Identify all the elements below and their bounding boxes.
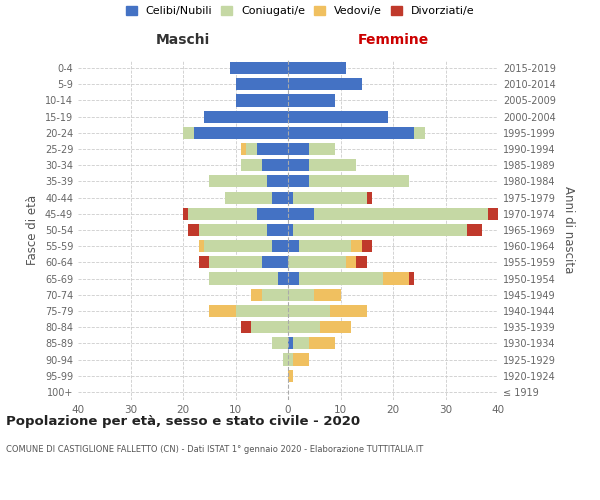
Bar <box>299 240 351 252</box>
Bar <box>409 272 414 284</box>
Y-axis label: Fasce di età: Fasce di età <box>26 195 39 265</box>
Bar <box>309 176 409 188</box>
Bar <box>241 321 251 333</box>
Bar <box>241 143 246 155</box>
Bar <box>257 208 288 220</box>
Bar <box>288 176 309 188</box>
Bar <box>204 110 288 122</box>
Bar <box>314 288 341 301</box>
Bar <box>288 143 309 155</box>
Bar <box>246 143 257 155</box>
Bar <box>309 338 335 349</box>
Text: Maschi: Maschi <box>156 34 210 48</box>
Bar <box>209 256 262 268</box>
Bar <box>356 256 367 268</box>
Bar <box>235 305 288 317</box>
Bar <box>467 224 482 236</box>
Bar <box>199 224 267 236</box>
Bar <box>293 338 309 349</box>
Bar <box>288 354 293 366</box>
Bar <box>288 110 388 122</box>
Bar <box>267 224 288 236</box>
Bar <box>288 127 414 139</box>
Bar <box>209 305 235 317</box>
Bar <box>299 272 383 284</box>
Bar <box>272 192 288 203</box>
Bar <box>251 321 288 333</box>
Bar <box>288 321 320 333</box>
Bar <box>288 272 299 284</box>
Bar <box>288 94 335 106</box>
Bar <box>199 256 209 268</box>
Bar <box>262 159 288 172</box>
Bar <box>330 305 367 317</box>
Bar <box>293 224 467 236</box>
Bar <box>293 192 367 203</box>
Bar <box>262 288 288 301</box>
Bar <box>309 143 335 155</box>
Bar <box>199 240 204 252</box>
Bar <box>241 159 262 172</box>
Bar <box>314 208 487 220</box>
Bar <box>235 78 288 90</box>
Bar <box>346 256 356 268</box>
Bar <box>288 338 293 349</box>
Bar <box>251 288 262 301</box>
Bar <box>277 272 288 284</box>
Bar <box>487 208 498 220</box>
Bar <box>225 192 272 203</box>
Bar <box>272 240 288 252</box>
Text: Femmine: Femmine <box>358 34 428 48</box>
Bar <box>309 159 356 172</box>
Bar <box>288 370 293 382</box>
Bar <box>262 256 288 268</box>
Bar <box>320 321 351 333</box>
Bar <box>267 176 288 188</box>
Bar <box>288 159 309 172</box>
Bar <box>188 208 257 220</box>
Text: COMUNE DI CASTIGLIONE FALLETTO (CN) - Dati ISTAT 1° gennaio 2020 - Elaborazione : COMUNE DI CASTIGLIONE FALLETTO (CN) - Da… <box>6 445 423 454</box>
Bar <box>288 256 346 268</box>
Bar <box>288 224 293 236</box>
Bar <box>209 176 267 188</box>
Bar <box>414 127 425 139</box>
Bar <box>188 224 199 236</box>
Bar <box>293 354 309 366</box>
Bar <box>351 240 361 252</box>
Bar <box>272 338 288 349</box>
Bar <box>288 78 361 90</box>
Bar <box>288 208 314 220</box>
Bar <box>230 62 288 74</box>
Bar <box>288 192 293 203</box>
Bar <box>367 192 372 203</box>
Text: Popolazione per età, sesso e stato civile - 2020: Popolazione per età, sesso e stato civil… <box>6 415 360 428</box>
Bar <box>288 240 299 252</box>
Y-axis label: Anni di nascita: Anni di nascita <box>562 186 575 274</box>
Bar <box>183 208 188 220</box>
Bar <box>288 288 314 301</box>
Bar <box>183 127 193 139</box>
Legend: Celibi/Nubili, Coniugati/e, Vedovi/e, Divorziati/e: Celibi/Nubili, Coniugati/e, Vedovi/e, Di… <box>125 6 475 16</box>
Bar <box>193 127 288 139</box>
Bar <box>204 240 272 252</box>
Bar <box>209 272 277 284</box>
Bar <box>288 62 346 74</box>
Bar <box>361 240 372 252</box>
Bar <box>283 354 288 366</box>
Bar <box>257 143 288 155</box>
Bar <box>235 94 288 106</box>
Bar <box>288 305 330 317</box>
Bar <box>383 272 409 284</box>
